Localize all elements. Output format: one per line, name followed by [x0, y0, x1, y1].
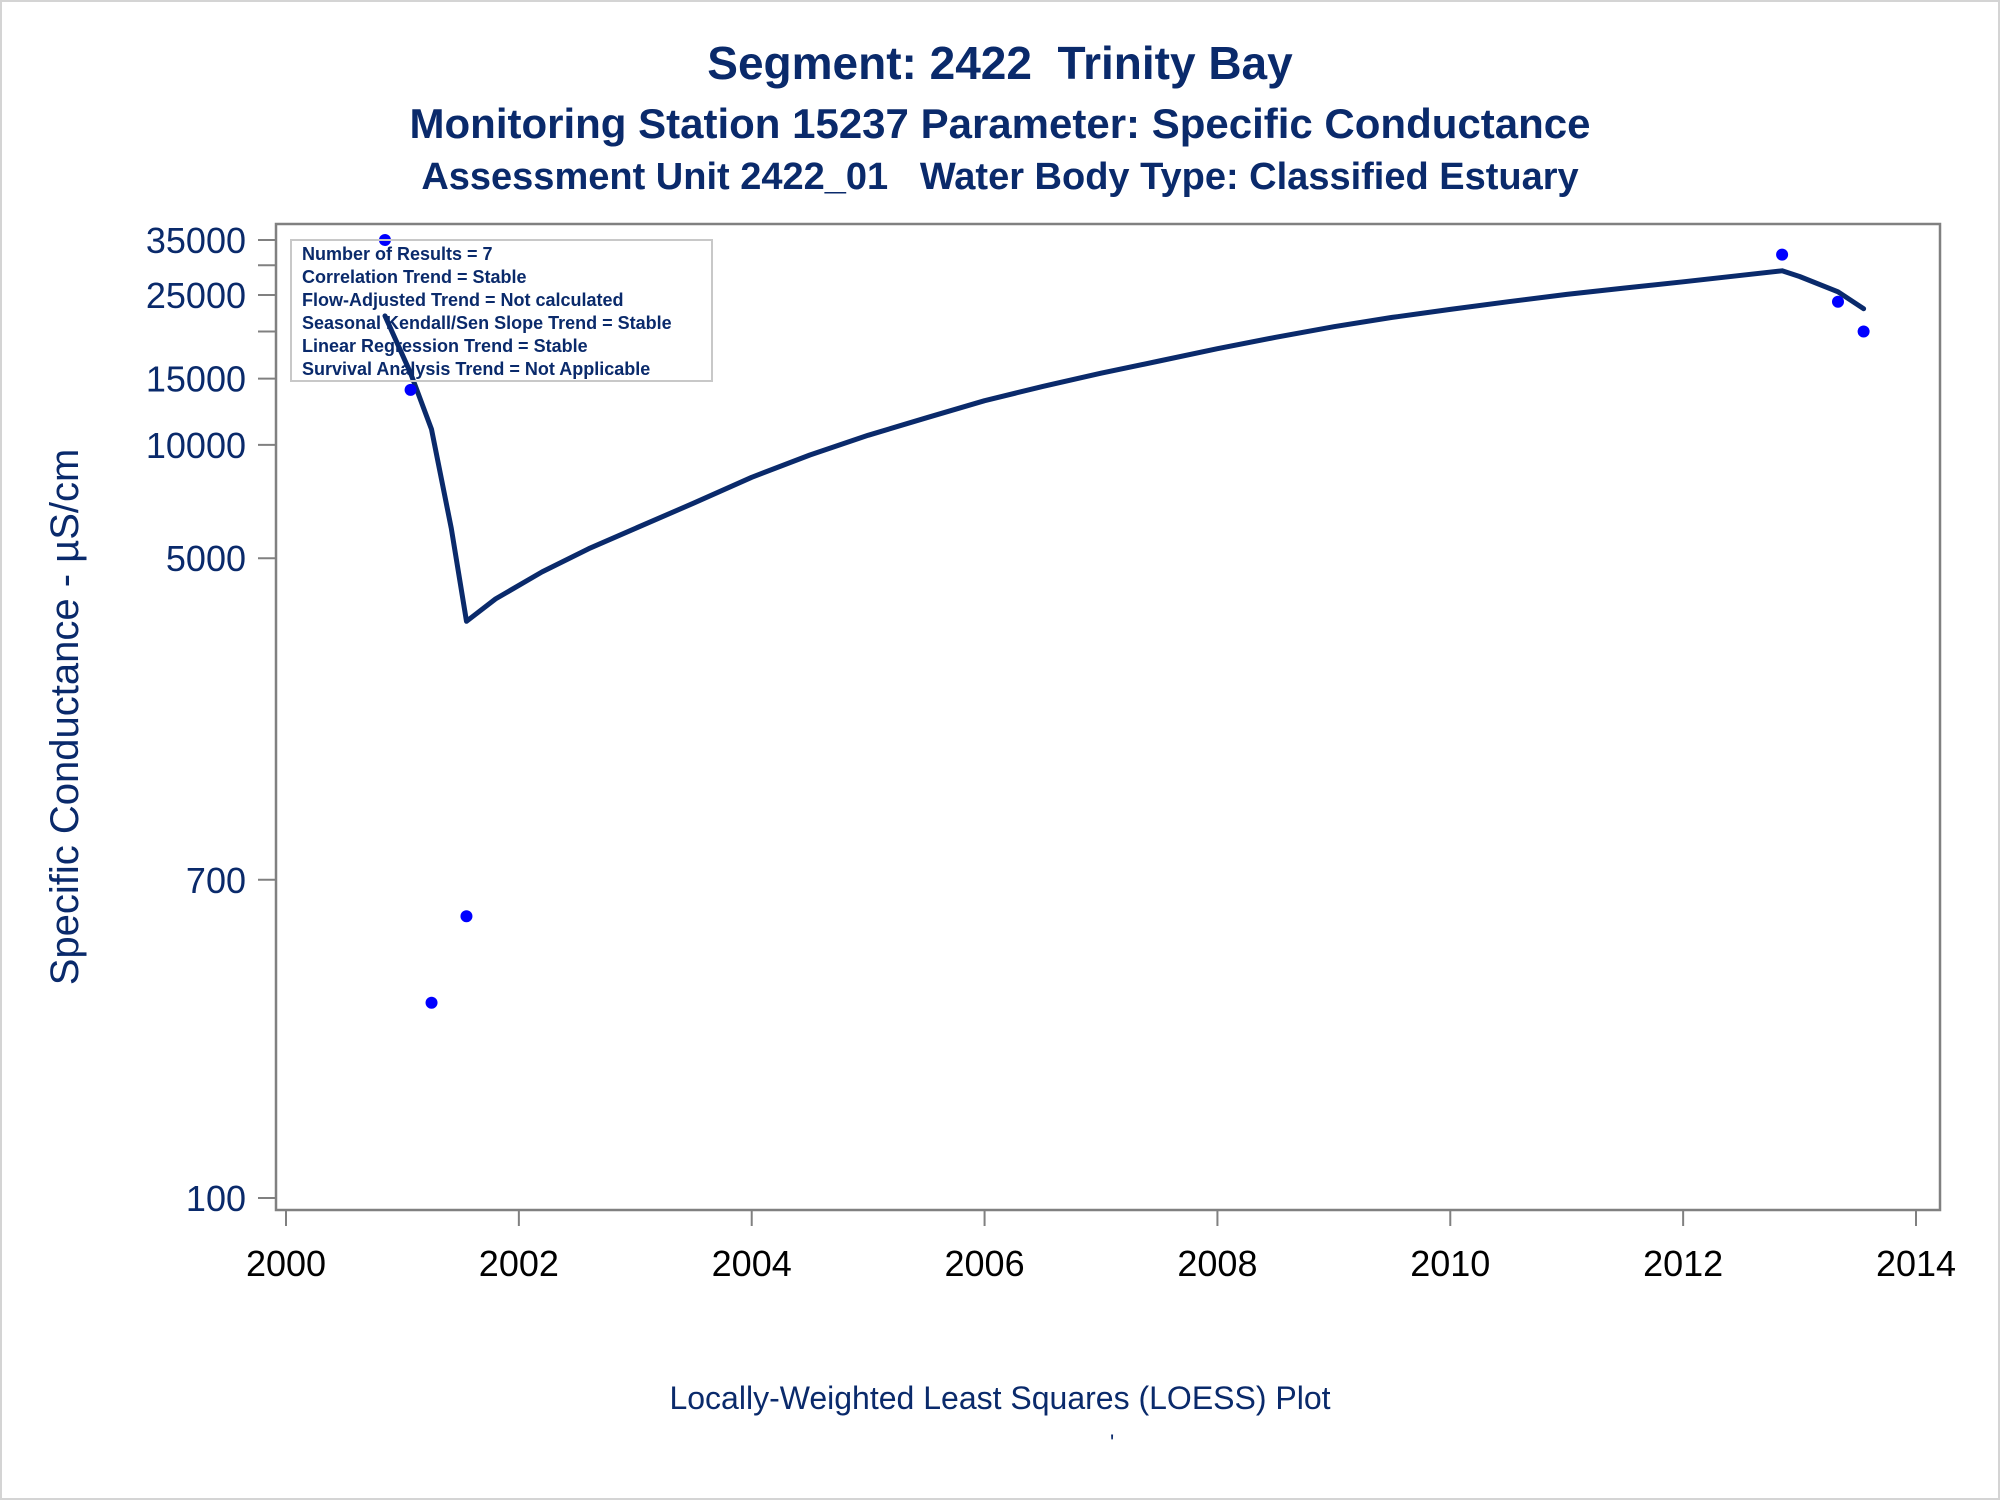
- y-tick-label: 35000: [146, 220, 246, 261]
- chart-subtitle: Monitoring Station 15237 Parameter: Spec…: [409, 100, 1591, 147]
- y-tick-label: 5000: [166, 538, 246, 579]
- x-tick-label: 2008: [1177, 1243, 1257, 1284]
- x-tick-label: 2002: [479, 1243, 559, 1284]
- x-tick-label: 2004: [712, 1243, 792, 1284]
- data-point: [404, 383, 417, 396]
- annotation-line: Flow-Adjusted Trend = Not calculated: [302, 290, 624, 310]
- annotation-line: Linear Regression Trend = Stable: [302, 336, 588, 356]
- x-tick-label: 2006: [945, 1243, 1025, 1284]
- data-point: [425, 996, 438, 1009]
- chart-footnote: Locally-Weighted Least Squares (LOESS) P…: [669, 1380, 1331, 1416]
- y-axis-label: Specific Conductance - µS/cm: [43, 449, 87, 986]
- data-point: [1831, 295, 1844, 308]
- x-axis: 2000 2002 2004 2006 2008 2010 2012 2014: [246, 1210, 1956, 1284]
- chart-subtitle-2: Assessment Unit 2422_01 Water Body Type:…: [421, 156, 1579, 198]
- y-tick-label: 100: [186, 1178, 246, 1219]
- x-tick-label: 2012: [1643, 1243, 1723, 1284]
- statistics-annotation-box: Number of Results = 7 Correlation Trend =…: [290, 239, 713, 382]
- y-tick-label: 700: [186, 860, 246, 901]
- y-axis: 100 700 5000 10000 15000 25000 35000: [146, 220, 276, 1219]
- x-tick-label: 2014: [1876, 1243, 1956, 1284]
- data-point: [1857, 325, 1870, 338]
- annotation-line: Seasonal Kendall/Sen Slope Trend = Stabl…: [302, 313, 672, 333]
- data-point: [460, 910, 473, 923]
- x-tick-label: 2010: [1410, 1243, 1490, 1284]
- loess-line-series: [382, 268, 1867, 624]
- annotation-box-border: [290, 239, 713, 382]
- annotation-line: Number of Results = 7: [302, 244, 493, 264]
- footnote-mark: ': [1110, 1430, 1115, 1455]
- annotation-line: Correlation Trend = Stable: [302, 267, 527, 287]
- data-point: [1776, 248, 1789, 261]
- x-tick-label: 2000: [246, 1243, 326, 1284]
- loess-line: [382, 268, 1867, 624]
- y-tick-label: 10000: [146, 425, 246, 466]
- data-points-series: [378, 234, 1870, 1009]
- y-tick-label: 25000: [146, 275, 246, 316]
- chart-title: Segment: 2422 Trinity Bay: [707, 37, 1293, 89]
- plot-area: [274, 222, 1942, 1212]
- y-tick-label: 15000: [146, 359, 246, 400]
- annotation-line: Survival Analysis Trend = Not Applicable: [302, 359, 650, 379]
